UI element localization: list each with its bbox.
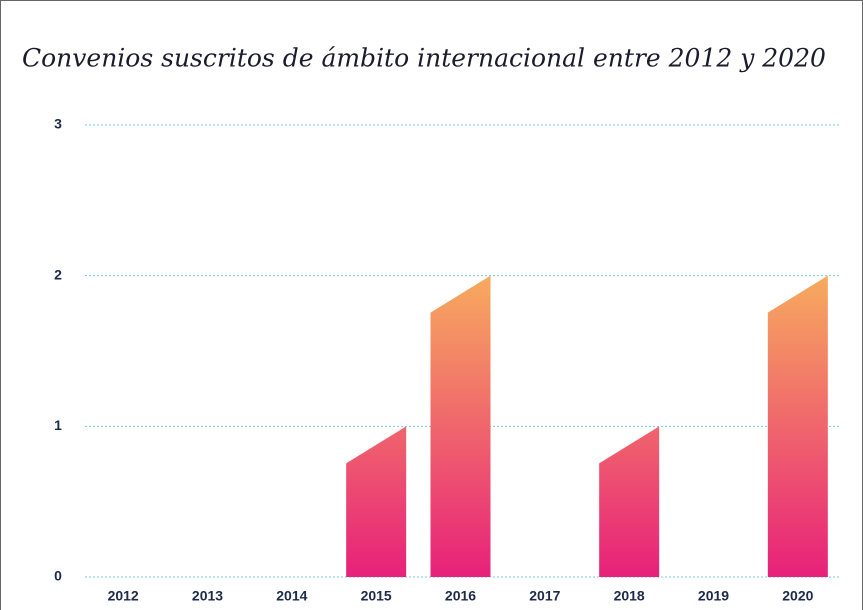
- bar: [599, 426, 660, 577]
- y-tick-label: 0: [54, 568, 62, 584]
- chart-title: Convenios suscritos de ámbito internacio…: [22, 44, 826, 73]
- x-tick-label: 2018: [614, 588, 645, 604]
- x-tick-label: 2017: [529, 588, 560, 604]
- x-tick-label: 2012: [108, 588, 139, 604]
- x-tick-label: 2013: [192, 588, 223, 604]
- bar: [430, 275, 491, 577]
- x-tick-label: 2020: [782, 588, 813, 604]
- bar: [767, 275, 828, 577]
- x-tick-label: 2014: [276, 588, 307, 604]
- y-tick-label: 1: [54, 417, 62, 433]
- x-tick-label: 2015: [361, 588, 392, 604]
- x-tick-label: 2019: [698, 588, 729, 604]
- y-tick-label: 3: [54, 116, 62, 132]
- x-tick-label: 2016: [445, 588, 476, 604]
- y-tick-label: 2: [54, 266, 62, 282]
- bar: [346, 426, 407, 577]
